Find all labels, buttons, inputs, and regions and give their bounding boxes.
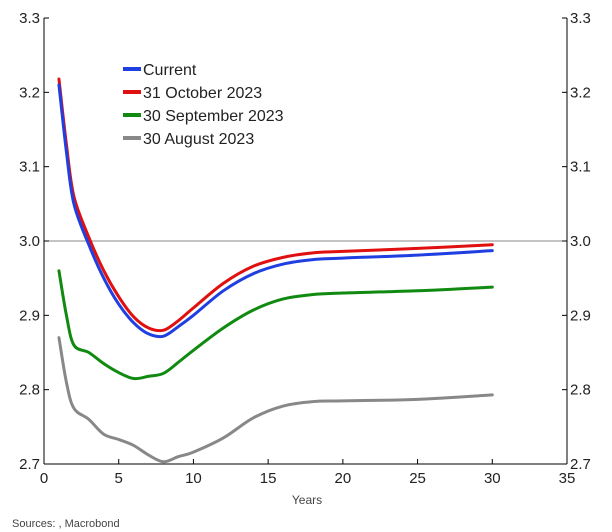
- left-y-tick-label: 2.9: [19, 307, 40, 324]
- right-y-tick-label: 3.0: [570, 233, 591, 250]
- x-axis-title: Years: [292, 493, 322, 507]
- x-tick-label: 30: [484, 470, 501, 487]
- series-lines: [57, 77, 494, 464]
- series-line-current: [57, 83, 494, 339]
- left-y-tick-label: 3.1: [19, 159, 40, 176]
- left-y-tick-label: 3.0: [19, 233, 40, 250]
- series-line-30-september-2023: [57, 269, 494, 381]
- legend-label-30-september-2023: 30 September 2023: [143, 108, 284, 125]
- left-y-tick-label: 2.7: [19, 456, 40, 473]
- x-tick-label: 25: [409, 470, 426, 487]
- right-y-tick-label: 3.3: [570, 10, 591, 27]
- x-tick-label: 15: [260, 470, 277, 487]
- left-y-tick-label: 3.2: [19, 84, 40, 101]
- legend-label-31-october-2023: 31 October 2023: [143, 85, 262, 102]
- x-tick-label: 35: [559, 470, 576, 487]
- right-y-ticks: 2.7 2.8 2.9 3.0 3.1 3.2 3.3: [562, 10, 591, 473]
- x-tick-label: 20: [335, 470, 352, 487]
- series-line-30-august-2023: [57, 336, 494, 464]
- right-y-tick-label: 2.9: [570, 307, 591, 324]
- right-y-tick-label: 2.8: [570, 382, 591, 399]
- right-y-tick-label: 3.2: [570, 84, 591, 101]
- left-y-tick-label: 3.3: [19, 10, 40, 27]
- x-ticks: 0 5 10 15 20 25 30 35: [40, 459, 576, 487]
- series-line-31-october-2023: [57, 77, 494, 333]
- x-tick-label: 10: [185, 470, 202, 487]
- source-note: Sources: , Macrobond: [12, 518, 120, 530]
- x-tick-label: 5: [115, 470, 123, 487]
- legend: Current 31 October 2023 30 September 2023 3…: [123, 62, 284, 148]
- right-y-tick-label: 2.7: [570, 456, 591, 473]
- legend-label-30-august-2023: 30 August 2023: [143, 131, 254, 148]
- left-y-ticks: 2.7 2.8 2.9 3.0 3.1 3.2 3.3: [19, 10, 49, 473]
- legend-label-current: Current: [143, 62, 197, 79]
- x-tick-label: 0: [40, 470, 48, 487]
- right-y-tick-label: 3.1: [570, 159, 591, 176]
- left-y-tick-label: 2.8: [19, 382, 40, 399]
